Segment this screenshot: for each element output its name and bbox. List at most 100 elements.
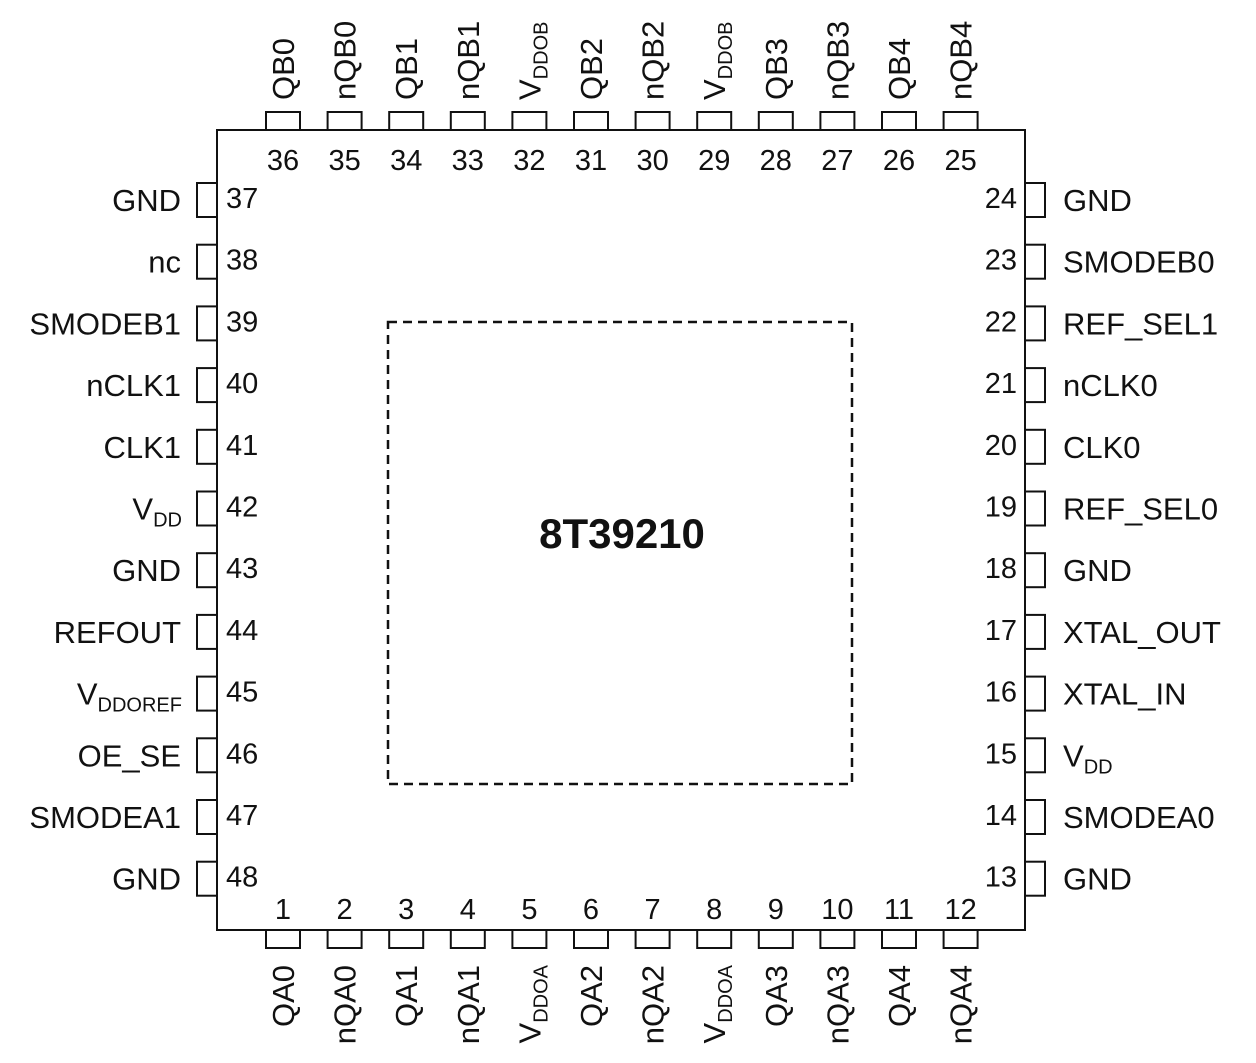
pin-name: QB3 xyxy=(759,38,794,100)
pin-label: SMODEB0 xyxy=(1063,245,1215,280)
pin-number: 7 xyxy=(645,894,661,926)
pin-46: 46 OE_SE xyxy=(78,737,258,774)
pin-name: V xyxy=(77,677,98,712)
pin-label: SMODEB1 xyxy=(29,306,181,341)
pin-name: CLK1 xyxy=(103,430,181,465)
pin-label: nCLK1 xyxy=(86,368,181,403)
pin-pad xyxy=(196,428,218,465)
pin-name: GND xyxy=(1063,183,1132,218)
pin-22: 22 REF_SEL1 xyxy=(985,305,1218,342)
pin-name: XTAL_OUT xyxy=(1063,615,1221,650)
pin-number: 41 xyxy=(226,430,258,462)
pin-label: QB4 xyxy=(882,38,917,100)
pin-pad xyxy=(881,929,917,949)
pin-label: CLK0 xyxy=(1063,430,1141,465)
pin-label: nQA0 xyxy=(328,965,363,1044)
pin-pad xyxy=(196,367,218,404)
pin-number: 17 xyxy=(985,615,1017,647)
pin-number: 45 xyxy=(226,677,258,709)
pin-45: 45 VDDOREF xyxy=(77,675,258,717)
pin-name: nCLK1 xyxy=(86,368,181,403)
pin-name: nQB4 xyxy=(944,21,979,100)
pin-number: 13 xyxy=(985,862,1017,894)
pin-9: 9 QA3 xyxy=(757,894,794,1027)
pin-pad xyxy=(449,929,486,949)
pin-label: GND xyxy=(1063,183,1132,218)
pin-39: 39 SMODEB1 xyxy=(29,305,258,342)
pin-label: VDD xyxy=(132,492,182,532)
pin-name: QB0 xyxy=(266,38,301,100)
pin-pad xyxy=(196,737,218,774)
pin-pad xyxy=(511,929,548,949)
pin-label: GND xyxy=(112,553,181,588)
pin-name: QB2 xyxy=(574,38,609,100)
pin-number: 30 xyxy=(636,145,668,177)
pin-label: GND xyxy=(1063,553,1132,588)
pin-pad xyxy=(196,305,218,342)
pin-pad xyxy=(1024,799,1046,835)
pin-name: nQA3 xyxy=(820,965,855,1044)
pins-group: 36QB035nQB034QB133nQB132VDDOB31QB230nQB2… xyxy=(29,21,1221,1045)
pin-35: 35 nQB0 xyxy=(326,21,363,177)
pin-label: QA4 xyxy=(882,965,917,1027)
pin-number: 19 xyxy=(985,492,1017,524)
pin-name: nQA2 xyxy=(636,965,671,1044)
pin-number: 43 xyxy=(226,553,258,585)
pin-name: QA2 xyxy=(574,965,609,1027)
pin-pad xyxy=(326,929,363,949)
pin-number: 29 xyxy=(698,145,730,177)
pin-pad xyxy=(196,490,218,527)
pin-25: 25 nQB4 xyxy=(942,21,979,177)
pin-number: 21 xyxy=(985,368,1017,400)
pin-name: GND xyxy=(1063,862,1132,897)
pin-pad xyxy=(265,929,301,949)
pin-label: VDD xyxy=(1063,738,1113,778)
pin-name-subscript: DDOREF xyxy=(98,695,182,717)
pin-pad xyxy=(449,111,486,131)
pin-name: SMODEA1 xyxy=(29,800,181,835)
pin-label: VDDOA xyxy=(697,964,737,1043)
pin-name: REF_SEL0 xyxy=(1063,492,1218,527)
pin-pad xyxy=(757,929,794,949)
pin-number: 23 xyxy=(985,245,1017,277)
pin-pad xyxy=(1024,243,1046,280)
pin-number: 38 xyxy=(226,245,258,277)
pin-23: 23 SMODEB0 xyxy=(985,243,1215,280)
pin-number: 42 xyxy=(226,492,258,524)
pin-label: nQA4 xyxy=(944,965,979,1044)
pin-name-subscript: DDOB xyxy=(530,22,552,80)
pin-name: V xyxy=(697,79,732,100)
pin-name: OE_SE xyxy=(78,738,181,773)
pin-label: nQA1 xyxy=(451,965,486,1044)
pin-10: 10 nQA3 xyxy=(819,894,856,1044)
pin-number: 12 xyxy=(944,894,976,926)
pin-label: nQB2 xyxy=(636,21,671,100)
pin-name: GND xyxy=(112,553,181,588)
pin-label: QA2 xyxy=(574,965,609,1027)
pin-name: V xyxy=(1063,738,1084,773)
pin-number: 16 xyxy=(985,677,1017,709)
pin-27: 27 nQB3 xyxy=(819,21,856,177)
pin-label: nQB4 xyxy=(944,21,979,100)
pin-name: nQA0 xyxy=(328,965,363,1044)
pin-name-subscript: DD xyxy=(153,510,182,532)
pin-pad xyxy=(1024,737,1046,774)
pin-pad xyxy=(196,675,218,712)
pin-number: 31 xyxy=(575,145,607,177)
pin-name: nQB3 xyxy=(820,21,855,100)
pin-label: VDDOA xyxy=(512,964,552,1043)
pin-14: 14 SMODEA0 xyxy=(985,799,1215,835)
pin-number: 28 xyxy=(760,145,792,177)
pin-8: 8 VDDOA xyxy=(696,894,737,1043)
pin-4: 4 nQA1 xyxy=(449,894,486,1044)
pin-17: 17 XTAL_OUT xyxy=(985,613,1221,650)
pin-name-subscript: DD xyxy=(1084,756,1113,778)
pin-label: SMODEA0 xyxy=(1063,800,1215,835)
pin-label: GND xyxy=(112,862,181,897)
pin-47: 47 SMODEA1 xyxy=(29,799,258,835)
pin-34: 34 QB1 xyxy=(388,38,425,177)
pin-number: 37 xyxy=(226,183,258,215)
pin-pad xyxy=(1024,675,1046,712)
pin-19: 19 REF_SEL0 xyxy=(985,490,1218,527)
